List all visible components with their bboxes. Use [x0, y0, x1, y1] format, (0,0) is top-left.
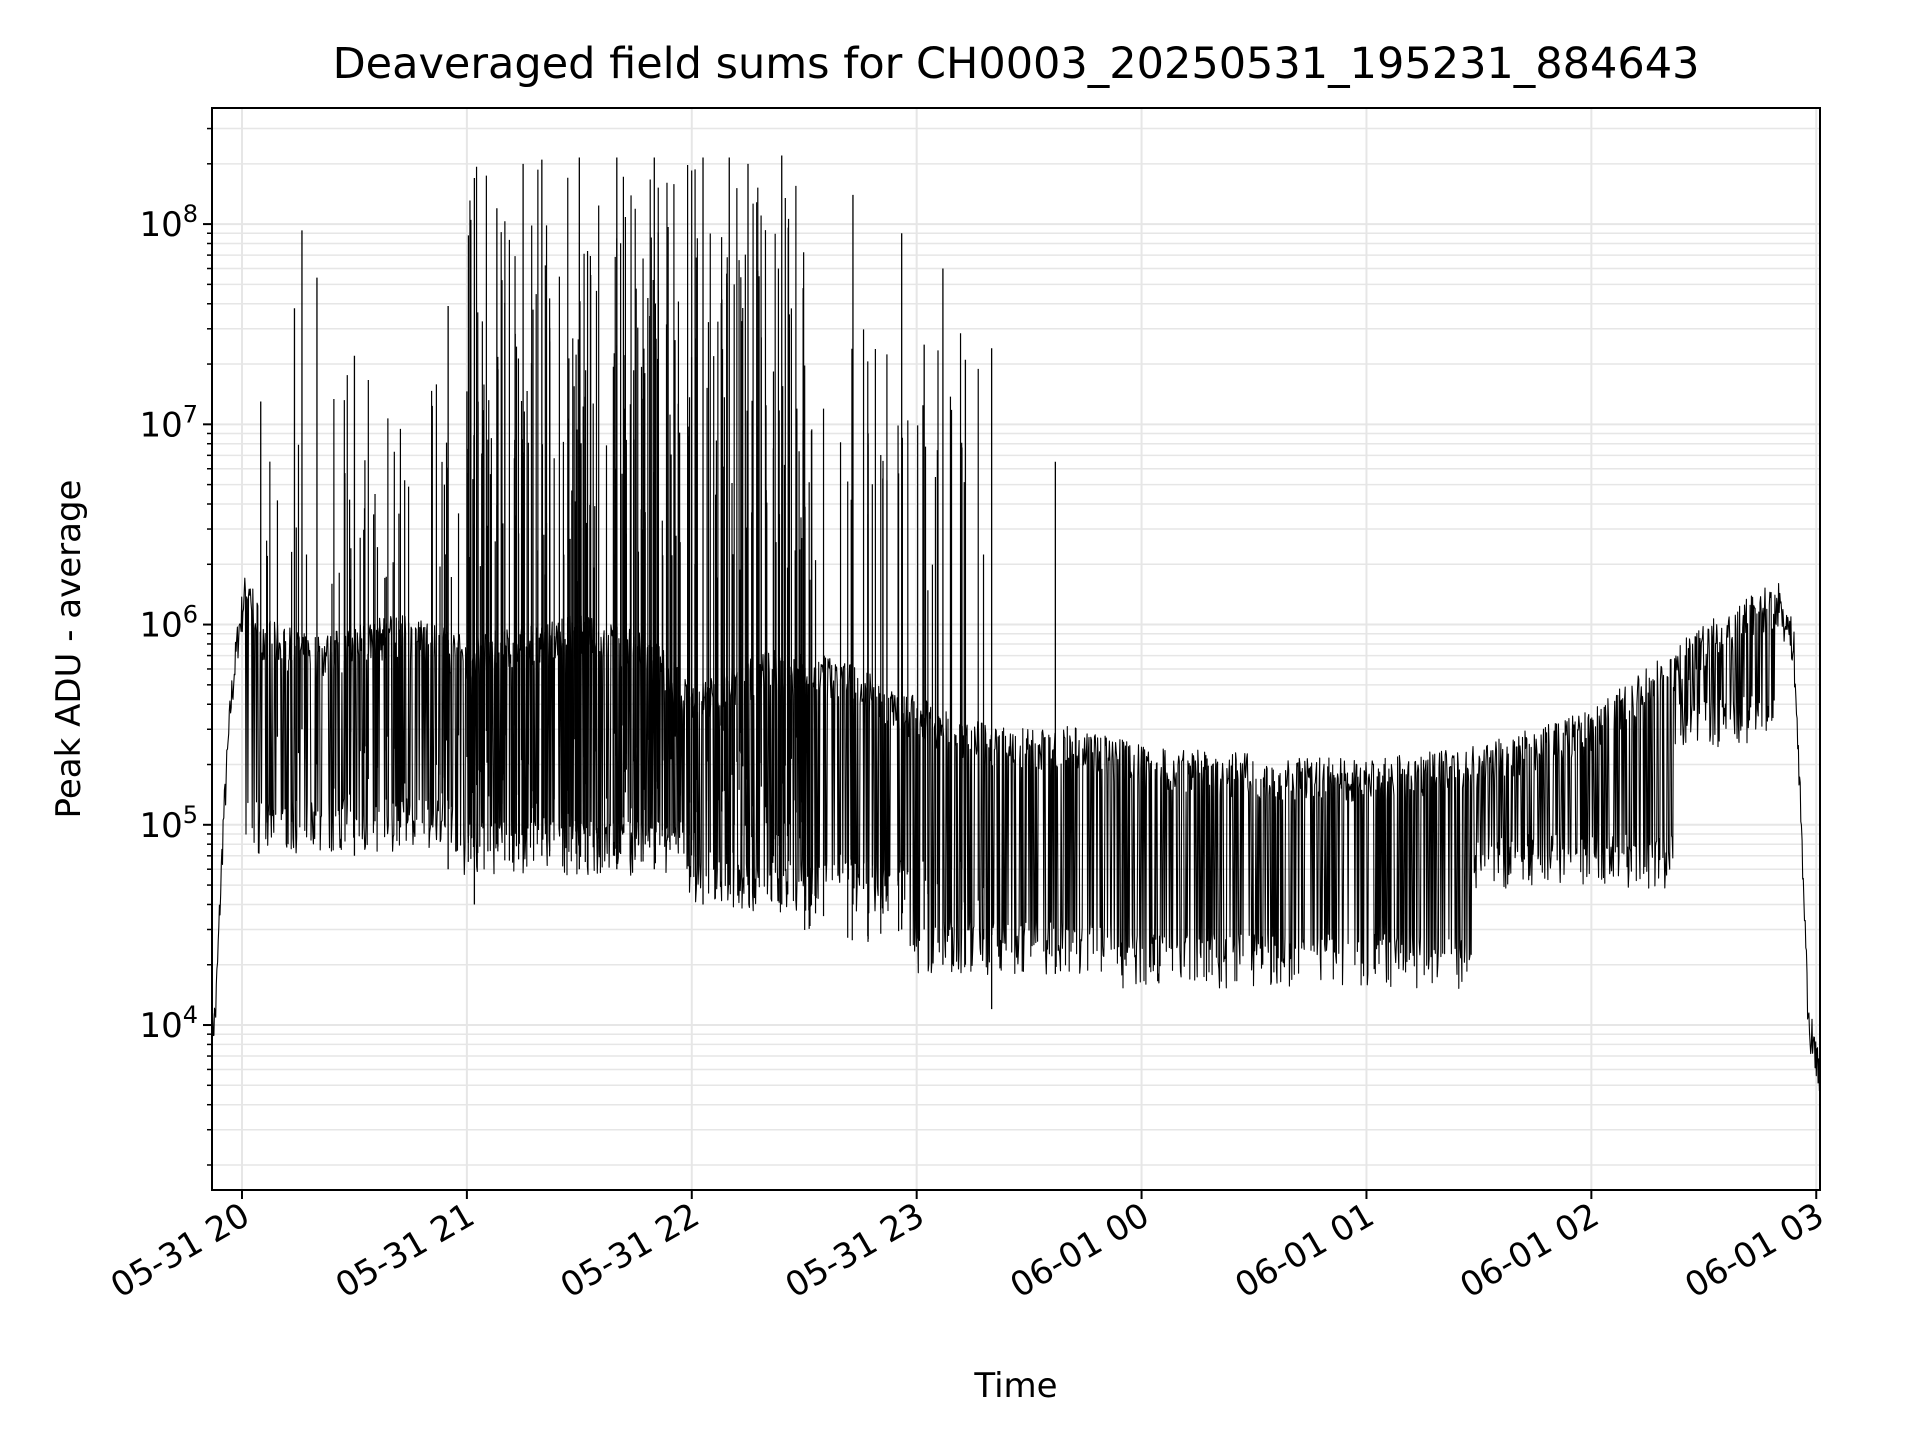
- y-tick-label-exponent: 7: [183, 400, 198, 428]
- y-tick-label: 105: [139, 801, 198, 846]
- y-tick-label-base: 10: [139, 205, 182, 245]
- y-tick-label-base: 10: [139, 405, 182, 445]
- y-tick-label: 104: [139, 1001, 198, 1046]
- y-tick-label-exponent: 5: [183, 801, 198, 829]
- y-tick-label-base: 10: [139, 1006, 182, 1046]
- plot-area: [211, 155, 1821, 1092]
- chart-title: Deaveraged field sums for CH0003_2025053…: [333, 39, 1700, 89]
- y-tick-label-base: 10: [139, 806, 182, 846]
- y-tick-label-exponent: 6: [183, 601, 198, 629]
- y-tick-label-exponent: 4: [183, 1001, 198, 1029]
- y-tick-label-exponent: 8: [183, 200, 198, 228]
- y-tick-label: 107: [139, 400, 198, 445]
- series-line: [211, 577, 1821, 1092]
- x-axis-label: Time: [973, 1366, 1057, 1406]
- plot-frame: [211, 107, 1821, 1191]
- y-tick-label: 106: [139, 601, 198, 646]
- y-tick-label: 108: [139, 200, 198, 245]
- y-tick-label-base: 10: [139, 606, 182, 646]
- y-axis-label: Peak ADU - average: [49, 480, 89, 819]
